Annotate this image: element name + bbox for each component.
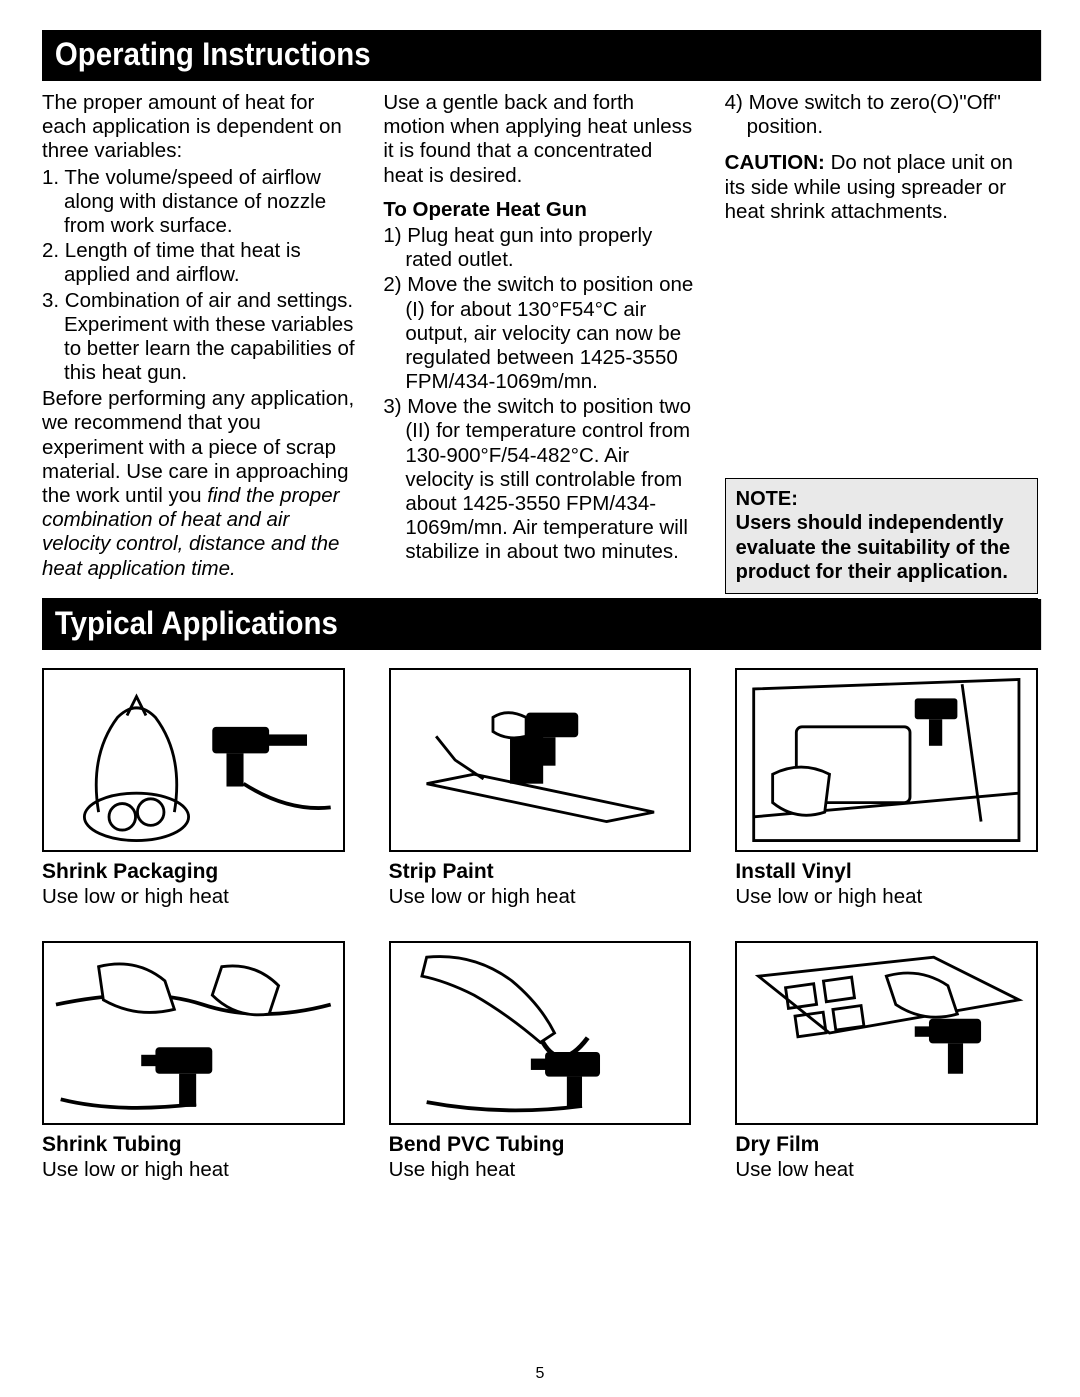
operate-step: 3) Move the switch to position two (II) … bbox=[383, 395, 696, 564]
app-illustration bbox=[389, 941, 692, 1125]
operate-step-text: Move the switch to position one (I) for … bbox=[405, 273, 693, 393]
app-subtitle: Use high heat bbox=[389, 1158, 692, 1182]
operate-step-text: Move switch to zero(O)"Off" position. bbox=[747, 91, 1001, 138]
applications-grid: Shrink Packaging Use low or high heat St… bbox=[42, 668, 1038, 1182]
note-box: NOTE: Users should independently evaluat… bbox=[725, 478, 1038, 594]
app-subtitle: Use low or high heat bbox=[42, 1158, 345, 1182]
shrink-packaging-icon bbox=[44, 670, 343, 850]
operate-step: 1) Plug heat gun into properly rated out… bbox=[383, 224, 696, 272]
app-card-install-vinyl: Install Vinyl Use low or high heat bbox=[735, 668, 1038, 909]
app-illustration bbox=[389, 668, 692, 852]
operating-variable-text: Combination of air and settings. Experim… bbox=[64, 289, 355, 385]
operating-variable: 2. Length of time that heat is applied a… bbox=[42, 239, 355, 287]
app-subtitle: Use low heat bbox=[735, 1158, 1038, 1182]
operate-step: 4) Move switch to zero(O)"Off" position. bbox=[725, 91, 1038, 139]
note-text: Users should independently evaluate the … bbox=[736, 511, 1027, 584]
operating-col2-top: Use a gentle back and forth motion when … bbox=[383, 91, 696, 188]
app-card-shrink-packaging: Shrink Packaging Use low or high heat bbox=[42, 668, 345, 909]
app-subtitle: Use low or high heat bbox=[389, 885, 692, 909]
operate-step-text: Move the switch to position two (II) for… bbox=[405, 395, 691, 563]
operating-variable-text: The volume/speed of airflow along with d… bbox=[64, 166, 326, 237]
app-title: Dry Film bbox=[735, 1133, 1038, 1157]
operate-steps-list-cont: 4) Move switch to zero(O)"Off" position. bbox=[725, 91, 1038, 139]
page-number: 5 bbox=[0, 1365, 1080, 1383]
app-illustration bbox=[42, 668, 345, 852]
app-subtitle: Use low or high heat bbox=[42, 885, 345, 909]
app-card-strip-paint: Strip Paint Use low or high heat bbox=[389, 668, 692, 909]
install-vinyl-icon bbox=[737, 670, 1036, 850]
section-header-applications: Typical Applications bbox=[42, 599, 1041, 650]
strip-paint-icon bbox=[391, 670, 690, 850]
bend-pvc-icon bbox=[391, 943, 690, 1123]
operating-col-2: Use a gentle back and forth motion when … bbox=[383, 91, 696, 594]
app-illustration bbox=[735, 941, 1038, 1125]
operate-step: 2) Move the switch to position one (I) f… bbox=[383, 273, 696, 394]
app-card-dry-film: Dry Film Use low heat bbox=[735, 941, 1038, 1182]
operating-variable: 3. Combination of air and settings. Expe… bbox=[42, 289, 355, 386]
operating-columns: The proper amount of heat for each appli… bbox=[42, 91, 1038, 594]
operating-variable: 1. The volume/speed of airflow along wit… bbox=[42, 166, 355, 239]
app-title: Bend PVC Tubing bbox=[389, 1133, 692, 1157]
caution-label: CAUTION: bbox=[725, 151, 825, 174]
app-title: Shrink Packaging bbox=[42, 860, 345, 884]
operating-col-1: The proper amount of heat for each appli… bbox=[42, 91, 355, 594]
operating-variable-text: Length of time that heat is applied and … bbox=[64, 239, 301, 286]
app-card-shrink-tubing: Shrink Tubing Use low or high heat bbox=[42, 941, 345, 1182]
operating-intro: The proper amount of heat for each appli… bbox=[42, 91, 355, 164]
operate-steps-list: 1) Plug heat gun into properly rated out… bbox=[383, 224, 696, 565]
operating-variable-list: 1. The volume/speed of airflow along wit… bbox=[42, 166, 355, 386]
caution-para: CAUTION: Do not place unit on its side w… bbox=[725, 151, 1038, 224]
operate-step-text: Plug heat gun into properly rated outlet… bbox=[405, 224, 652, 271]
app-subtitle: Use low or high heat bbox=[735, 885, 1038, 909]
section-header-operating: Operating Instructions bbox=[42, 30, 1041, 81]
app-title: Strip Paint bbox=[389, 860, 692, 884]
note-label: NOTE: bbox=[736, 487, 1027, 511]
app-card-bend-pvc: Bend PVC Tubing Use high heat bbox=[389, 941, 692, 1182]
app-illustration bbox=[42, 941, 345, 1125]
operating-col-3: 4) Move switch to zero(O)"Off" position.… bbox=[725, 91, 1038, 594]
dry-film-icon bbox=[737, 943, 1036, 1123]
shrink-tubing-icon bbox=[44, 943, 343, 1123]
operate-heading: To Operate Heat Gun bbox=[383, 198, 696, 222]
app-title: Install Vinyl bbox=[735, 860, 1038, 884]
app-title: Shrink Tubing bbox=[42, 1133, 345, 1157]
app-illustration bbox=[735, 668, 1038, 852]
operating-before-para: Before performing any application, we re… bbox=[42, 387, 355, 581]
